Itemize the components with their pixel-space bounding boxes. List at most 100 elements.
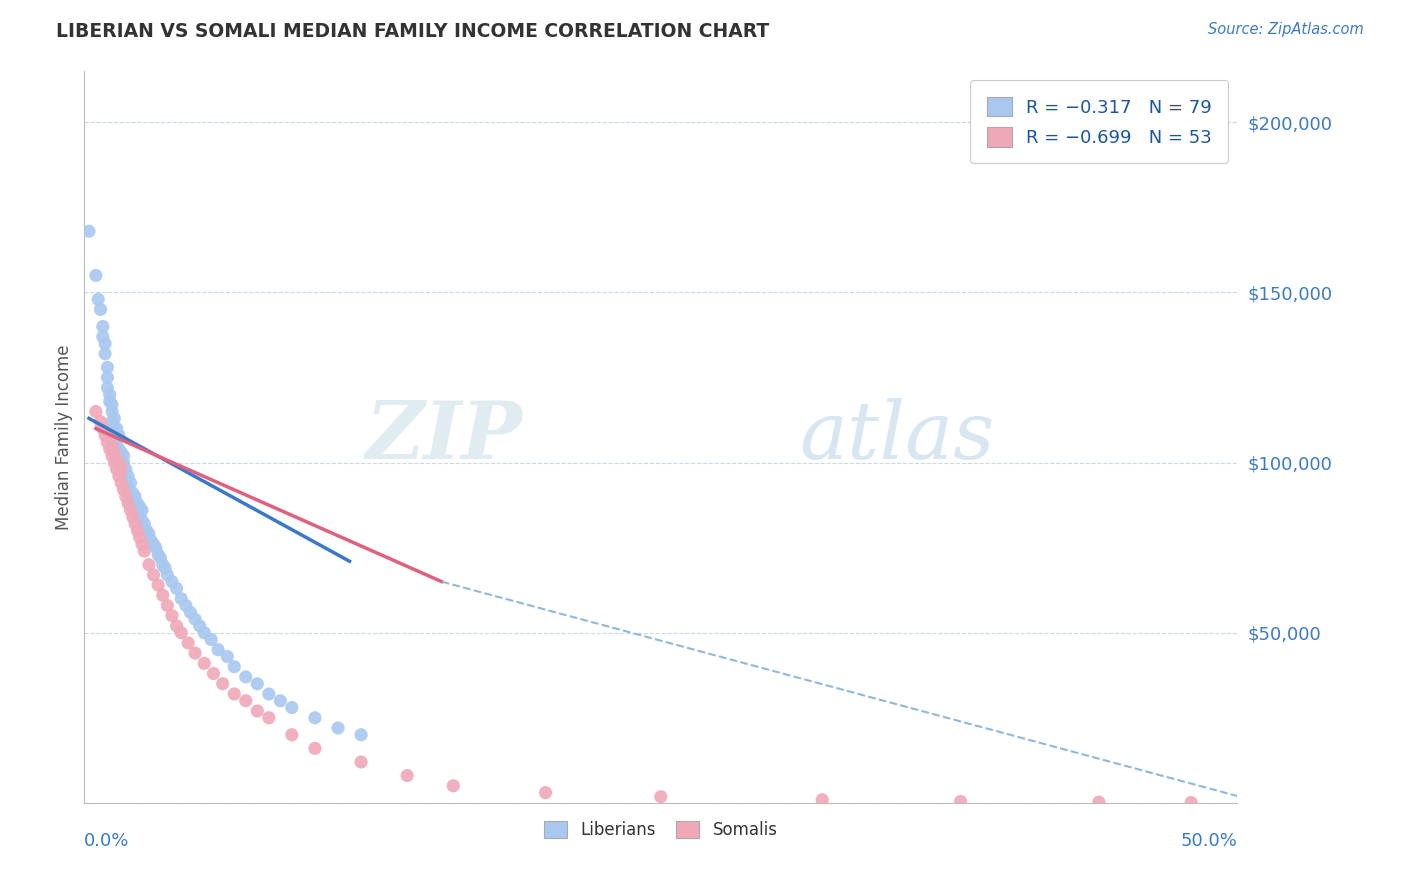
Point xyxy=(108,469,131,483)
Point xyxy=(146,548,169,562)
Point xyxy=(217,649,239,664)
Point xyxy=(91,329,114,343)
Point xyxy=(224,687,246,701)
Point xyxy=(105,462,128,476)
Point xyxy=(112,456,135,470)
Point xyxy=(89,415,111,429)
Point xyxy=(811,793,834,807)
Point xyxy=(101,415,124,429)
Point xyxy=(115,473,138,487)
Point xyxy=(138,558,160,572)
Point xyxy=(103,456,125,470)
Point xyxy=(281,728,304,742)
Point xyxy=(149,550,172,565)
Point xyxy=(98,394,121,409)
Point xyxy=(142,567,165,582)
Point xyxy=(96,370,118,384)
Point xyxy=(110,462,132,476)
Point xyxy=(120,503,142,517)
Point xyxy=(166,582,188,596)
Text: atlas: atlas xyxy=(799,399,994,475)
Point xyxy=(115,479,138,493)
Point xyxy=(101,449,124,463)
Point xyxy=(127,507,149,521)
Point xyxy=(117,469,139,483)
Point xyxy=(105,439,128,453)
Point xyxy=(131,513,153,527)
Point xyxy=(396,768,419,782)
Point xyxy=(211,677,233,691)
Point xyxy=(441,779,464,793)
Point xyxy=(1088,795,1111,809)
Point xyxy=(103,428,125,442)
Point xyxy=(207,642,229,657)
Point xyxy=(128,510,150,524)
Point xyxy=(145,541,167,555)
Point xyxy=(115,490,138,504)
Point xyxy=(108,442,131,456)
Point xyxy=(1180,796,1202,810)
Point xyxy=(91,319,114,334)
Point xyxy=(117,483,139,497)
Point xyxy=(188,619,211,633)
Point xyxy=(202,666,225,681)
Y-axis label: Median Family Income: Median Family Income xyxy=(55,344,73,530)
Point xyxy=(84,268,107,283)
Point xyxy=(134,544,156,558)
Point xyxy=(128,531,150,545)
Point xyxy=(96,435,118,450)
Point xyxy=(304,711,326,725)
Point xyxy=(193,657,215,671)
Point xyxy=(350,755,373,769)
Text: 50.0%: 50.0% xyxy=(1181,832,1237,850)
Point xyxy=(94,428,117,442)
Point xyxy=(160,574,183,589)
Point xyxy=(121,486,143,500)
Point xyxy=(142,537,165,551)
Point xyxy=(141,533,163,548)
Point xyxy=(120,496,142,510)
Point xyxy=(326,721,349,735)
Point xyxy=(101,398,124,412)
Point xyxy=(153,561,176,575)
Point xyxy=(121,510,143,524)
Point xyxy=(112,469,135,483)
Point xyxy=(269,694,291,708)
Point xyxy=(124,503,146,517)
Point xyxy=(131,537,153,551)
Point xyxy=(96,360,118,375)
Point xyxy=(534,786,557,800)
Point xyxy=(235,670,257,684)
Point xyxy=(152,558,174,572)
Point xyxy=(350,728,373,742)
Point xyxy=(257,687,280,701)
Point xyxy=(108,456,131,470)
Point xyxy=(108,456,131,470)
Point xyxy=(84,404,107,418)
Point xyxy=(246,704,269,718)
Point xyxy=(108,428,131,442)
Point xyxy=(170,625,193,640)
Point xyxy=(281,700,304,714)
Point xyxy=(246,677,269,691)
Point xyxy=(115,462,138,476)
Point xyxy=(127,496,149,510)
Point xyxy=(224,659,246,673)
Text: ZIP: ZIP xyxy=(366,399,523,475)
Point xyxy=(184,646,207,660)
Point xyxy=(177,636,200,650)
Point xyxy=(110,475,132,490)
Point xyxy=(103,445,125,459)
Point xyxy=(156,567,179,582)
Point xyxy=(166,619,188,633)
Point xyxy=(235,694,257,708)
Point xyxy=(91,421,114,435)
Point xyxy=(131,503,153,517)
Point xyxy=(103,411,125,425)
Point xyxy=(120,475,142,490)
Point xyxy=(94,336,117,351)
Point xyxy=(120,490,142,504)
Point xyxy=(103,421,125,435)
Point xyxy=(135,524,157,538)
Point xyxy=(121,500,143,514)
